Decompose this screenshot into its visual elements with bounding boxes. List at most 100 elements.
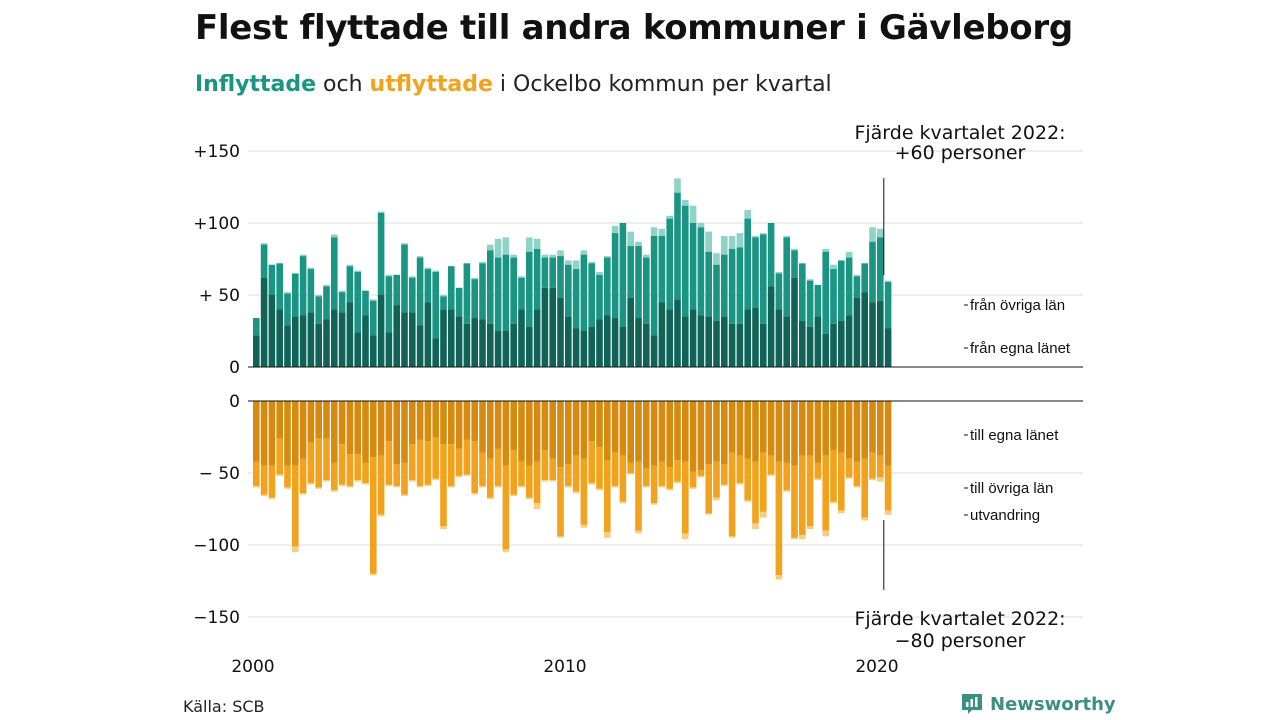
- bar-outflow-same-county: [650, 401, 658, 466]
- bar-inflow-immigration: [409, 276, 416, 278]
- bar-inflow-immigration: [588, 261, 595, 264]
- bar-inflow-immigration: [604, 256, 611, 258]
- bar-outflow-same-county: [463, 401, 471, 440]
- bar-outflow-other-county: [760, 452, 767, 512]
- bar-inflow-other-county: [674, 192, 681, 300]
- bar-outflow-emigration: [791, 537, 798, 540]
- bar-inflow-same-county: [619, 326, 627, 367]
- bar-outflow-same-county: [666, 401, 673, 468]
- bar-outflow-same-county: [284, 401, 291, 466]
- bar-inflow-immigration: [502, 237, 510, 255]
- bar-outflow-emigration: [596, 488, 603, 491]
- bar-outflow-same-county: [760, 401, 767, 453]
- bar-outflow-emigration: [697, 475, 705, 478]
- bar-inflow-other-county: [721, 254, 728, 317]
- bar-inflow-other-county: [276, 263, 283, 310]
- bar-outflow-emigration: [884, 510, 892, 515]
- series-label-out-emigration: utvandring: [970, 507, 1040, 524]
- bar-inflow-same-county: [838, 320, 845, 367]
- bar-inflow-other-county: [767, 223, 775, 287]
- bar-outflow-emigration: [775, 575, 783, 580]
- bar-outflow-emigration: [861, 517, 868, 521]
- bar-outflow-emigration: [767, 474, 775, 476]
- bar-outflow-other-county: [697, 470, 705, 476]
- bar-outflow-other-county: [253, 461, 260, 486]
- bar-inflow-other-county: [253, 318, 260, 336]
- bar-outflow-same-county: [689, 401, 697, 472]
- bar-inflow-immigration: [775, 271, 783, 274]
- bar-inflow-same-county: [596, 319, 603, 367]
- bar-outflow-same-county: [752, 401, 759, 462]
- source-note: Källa: SCB: [183, 697, 265, 716]
- bar-outflow-emigration: [463, 474, 471, 476]
- bar-outflow-same-county: [299, 401, 307, 459]
- bar-outflow-emigration: [635, 530, 642, 534]
- bar-inflow-other-county: [346, 266, 354, 303]
- bar-outflow-same-county: [253, 401, 260, 462]
- bar-inflow-same-county: [268, 295, 276, 367]
- bar-inflow-same-county: [689, 309, 697, 367]
- series-label-in-other-county: från övriga län: [970, 297, 1065, 314]
- bar-outflow-emigration: [838, 510, 845, 514]
- bar-outflow-emigration: [666, 488, 673, 491]
- bar-inflow-same-county: [877, 300, 884, 367]
- bar-outflow-other-county: [510, 449, 517, 495]
- bar-outflow-emigration: [377, 514, 385, 517]
- bar-inflow-same-county: [541, 287, 549, 367]
- bar-outflow-other-county: [323, 438, 330, 481]
- bar-inflow-other-county: [432, 271, 439, 339]
- bar-outflow-same-county: [580, 401, 588, 459]
- bar-inflow-same-county: [471, 318, 478, 367]
- bar-outflow-other-county: [502, 465, 510, 550]
- bar-outflow-other-county: [791, 465, 798, 538]
- bar-outflow-emigration: [728, 536, 736, 538]
- bar-inflow-immigration: [370, 299, 377, 301]
- bar-outflow-same-county: [424, 401, 432, 442]
- bar-inflow-other-county: [565, 264, 572, 317]
- bar-inflow-other-county: [635, 246, 642, 319]
- bar-outflow-emigration: [346, 485, 354, 488]
- bar-inflow-immigration: [658, 228, 666, 236]
- bar-inflow-same-county: [377, 295, 385, 367]
- x-tick-label: 2000: [231, 657, 274, 677]
- bar-outflow-emigration: [409, 480, 416, 482]
- bar-outflow-same-county: [292, 401, 299, 466]
- bar-inflow-other-county: [338, 292, 346, 313]
- bar-inflow-other-county: [596, 274, 603, 320]
- bar-outflow-other-county: [814, 462, 822, 479]
- bar-outflow-same-county: [487, 401, 494, 459]
- bar-inflow-immigration: [565, 260, 572, 265]
- bar-outflow-same-county: [705, 401, 712, 465]
- bar-inflow-same-county: [799, 320, 806, 367]
- bar-outflow-other-county: [307, 442, 315, 484]
- bar-outflow-emigration: [299, 493, 307, 495]
- bar-outflow-emigration: [627, 473, 634, 475]
- bar-outflow-other-county: [728, 452, 736, 537]
- bar-inflow-immigration: [830, 264, 837, 270]
- bar-inflow-same-county: [307, 312, 315, 367]
- bar-outflow-same-county: [604, 401, 611, 461]
- bar-inflow-same-county: [432, 338, 439, 367]
- bar-inflow-immigration: [424, 267, 432, 270]
- bar-inflow-immigration: [791, 248, 798, 251]
- bar-outflow-same-county: [791, 401, 798, 466]
- bar-outflow-emigration: [658, 485, 666, 488]
- bar-inflow-other-county: [502, 254, 510, 331]
- bar-outflow-emigration: [260, 494, 268, 497]
- bar-inflow-same-county: [822, 333, 829, 367]
- bar-inflow-same-county: [697, 315, 705, 367]
- bar-inflow-same-county: [705, 316, 712, 367]
- bar-outflow-other-county: [799, 455, 806, 535]
- bar-inflow-same-county: [299, 315, 307, 367]
- bar-outflow-emigration: [783, 490, 790, 492]
- bar-inflow-other-county: [627, 246, 634, 298]
- bar-outflow-emigration: [502, 549, 510, 553]
- bar-inflow-immigration: [596, 271, 603, 275]
- bar-outflow-other-county: [643, 468, 650, 486]
- bar-inflow-immigration: [611, 225, 619, 234]
- annotation-top-line1: Fjärde kvartalet 2022:: [854, 122, 1065, 144]
- bar-inflow-other-county: [884, 282, 892, 329]
- bar-outflow-same-county: [370, 401, 377, 458]
- bar-outflow-other-county: [596, 447, 603, 489]
- bar-outflow-same-county: [588, 401, 595, 442]
